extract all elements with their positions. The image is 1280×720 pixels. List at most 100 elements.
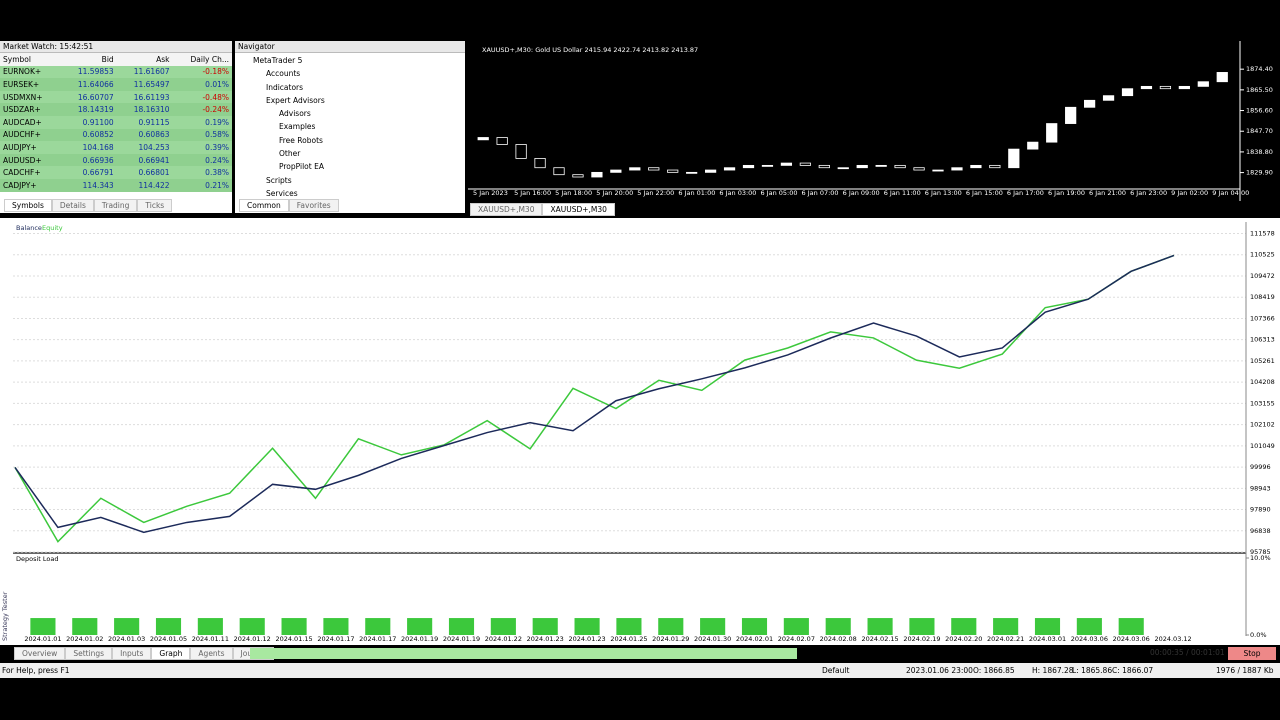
tree-item[interactable]: Expert Advisors	[266, 95, 325, 105]
candle-body	[686, 171, 698, 174]
tester-tabs: OverviewSettingsInputsGraphAgentsJournal	[14, 647, 275, 660]
tab[interactable]: Graph	[151, 647, 191, 660]
cell: 0.38%	[205, 168, 229, 178]
candle-body	[629, 167, 641, 171]
x-tick-label: 2024.01.30	[694, 635, 731, 643]
tabs: Common Favorites	[239, 199, 339, 212]
symbol-table: Symbol Bid Ask Daily Ch... EURNOK+ 11.59853 11…	[0, 53, 232, 192]
y-tick-label: 0.0%	[1250, 631, 1267, 639]
cell: 0.60863	[138, 130, 170, 140]
y-tick-label: 97890	[1250, 506, 1271, 514]
x-tick-label: 9 Jan 02:00	[1171, 189, 1208, 197]
tree-item[interactable]: Accounts	[266, 69, 301, 79]
tab[interactable]: Agents	[190, 647, 233, 660]
cell: EURSEK+	[3, 79, 40, 89]
x-tick-label: 6 Jan 05:00	[760, 189, 797, 197]
tree-item[interactable]: Free Robots	[279, 135, 323, 145]
tree-item[interactable]: PropPilot EA	[279, 162, 324, 172]
x-tick-label: 2024.02.07	[778, 635, 815, 643]
status-high: H: 1867.28	[1032, 666, 1074, 675]
candle-body	[818, 164, 830, 169]
x-tick-label: 6 Jan 09:00	[843, 189, 880, 197]
price-chart: XAUUSD+,M30: Gold US Dollar 2415.94 2422…	[468, 41, 1276, 201]
x-tick-label: 6 Jan 11:00	[884, 189, 921, 197]
cell: 0.91115	[138, 117, 170, 127]
tree-item[interactable]: Scripts	[266, 175, 292, 185]
stop-button[interactable]: Stop	[1228, 647, 1276, 660]
candle-body	[534, 158, 546, 169]
cell: 0.66941	[138, 155, 170, 165]
cell: 11.64066	[77, 79, 114, 89]
cell: AUDJPY+	[3, 142, 37, 152]
y-tick-label: 98943	[1250, 484, 1271, 492]
candle-body	[1084, 99, 1096, 108]
candle-body	[667, 169, 679, 173]
tree-item[interactable]: Indicators	[266, 82, 304, 92]
candle-body	[1027, 141, 1039, 150]
tab[interactable]: Settings	[65, 647, 113, 660]
tab[interactable]: Symbols	[4, 199, 52, 212]
y-tick-label: 10.0%	[1250, 554, 1271, 562]
bar	[239, 618, 265, 635]
side-label: Strategy Tester	[1, 591, 9, 641]
status-open: O: 1866.85	[973, 666, 1015, 675]
column-header: Daily Ch...	[190, 54, 229, 64]
tab[interactable]: Favorites	[288, 199, 339, 212]
candle-body	[894, 164, 906, 169]
tab[interactable]: Inputs	[112, 647, 152, 660]
cell: USDZAR+	[3, 105, 41, 115]
cell: 0.39%	[205, 142, 229, 152]
x-tick-label: 2024.02.15	[861, 635, 898, 643]
y-tick-label: 109472	[1250, 272, 1275, 280]
tab[interactable]: XAUUSD+,M30	[470, 203, 543, 216]
x-tick-label: 2024.02.19	[903, 635, 940, 643]
symbol-row: EURSEK+ 11.64066 11.65497 0.01%	[0, 78, 232, 91]
tree-item[interactable]: MetaTrader 5	[253, 56, 303, 65]
market-watch: Market Watch: 15:42:51 Symbol Bid Ask Daily…	[0, 41, 232, 213]
y-tick-label: 1856.60	[1246, 107, 1273, 115]
candle-body	[1065, 106, 1077, 124]
x-tick-label: 2024.03.01	[1029, 635, 1066, 643]
tree-item[interactable]: Advisors	[279, 109, 311, 119]
cell: EURNOK+	[3, 67, 42, 77]
tester-graph: Deposit Load Strategy Tester 95785 96838 9…	[0, 218, 1280, 645]
legend-entry: Equity	[42, 224, 63, 232]
candle-body	[553, 167, 565, 176]
cell: 11.65497	[133, 79, 170, 89]
y-tick-label: 108419	[1250, 293, 1275, 301]
candle-body	[572, 174, 584, 178]
y-tick-label: 1847.70	[1246, 127, 1273, 135]
tree-item[interactable]: Services	[266, 188, 298, 198]
candle-body	[591, 171, 603, 178]
x-tick-label: 5 Jan 20:00	[596, 189, 633, 197]
x-tick-label: 2024.02.01	[736, 635, 773, 643]
cell: AUDCHF+	[3, 130, 41, 140]
symbol-row: CADJPY+ 114.343 114.422 0.21%	[0, 178, 232, 192]
tab[interactable]: XAUUSD+,M30	[542, 203, 615, 216]
tab[interactable]: Details	[51, 199, 94, 212]
x-tick-label: 2024.03.06	[1113, 635, 1150, 643]
status-profile: Default	[822, 666, 850, 675]
x-tick-label: 6 Jan 19:00	[1048, 189, 1085, 197]
tree-item[interactable]: Examples	[279, 122, 316, 132]
bar	[365, 618, 391, 635]
tab[interactable]: Overview	[14, 647, 66, 660]
candle-body	[913, 167, 925, 171]
cell: 114.422	[138, 180, 170, 190]
cell: 0.21%	[205, 180, 229, 190]
bar	[616, 618, 642, 635]
tab[interactable]: Common	[239, 199, 289, 212]
candle-body	[1102, 95, 1115, 101]
cell: 0.58%	[205, 130, 229, 140]
x-tick-label: 6 Jan 01:00	[678, 189, 715, 197]
candle-body	[837, 167, 849, 170]
x-tick-label: 2024.01.01	[24, 635, 61, 643]
cell: 16.60707	[77, 92, 114, 102]
symbol-row: EURNOK+ 11.59853 11.61607 -0.18%	[0, 65, 232, 79]
tree-item[interactable]: Other	[279, 149, 301, 159]
tab[interactable]: Trading	[93, 199, 138, 212]
bar	[993, 618, 1019, 635]
tab[interactable]: Ticks	[137, 199, 173, 212]
x-tick-label: 5 Jan 18:00	[555, 189, 592, 197]
